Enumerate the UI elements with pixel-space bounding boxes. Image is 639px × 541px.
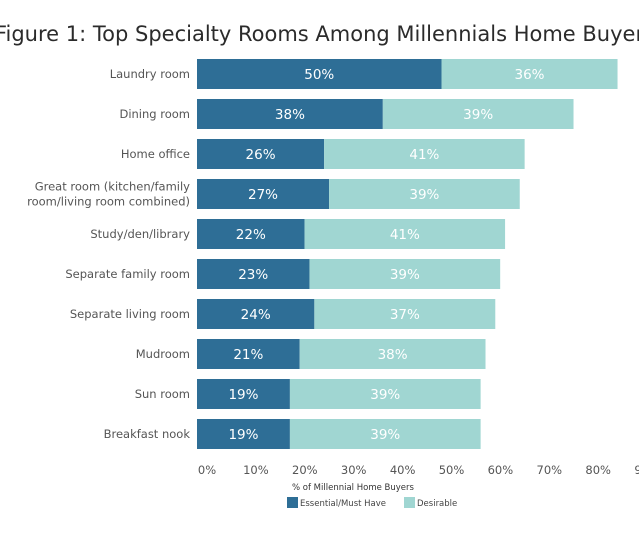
bar-data-label: 38% <box>275 107 305 123</box>
bar-data-label: 39% <box>390 267 420 283</box>
x-tick-label: 10% <box>243 463 269 477</box>
category-label: room/living room combined) <box>27 195 190 209</box>
bar-desirable <box>289 379 481 409</box>
bar-data-label: 41% <box>390 227 420 243</box>
bar-desirable <box>314 299 496 329</box>
bar-desirable <box>382 99 574 129</box>
category-label: Great room (kitchen/family <box>35 180 190 194</box>
category-label: Dining room <box>119 107 190 121</box>
x-tick-label: 40% <box>390 463 416 477</box>
bar-data-label: 23% <box>238 267 268 283</box>
bar-data-label: 38% <box>378 347 408 363</box>
bar-desirable <box>289 419 481 449</box>
bar-essential <box>197 219 305 249</box>
bar-desirable <box>304 219 506 249</box>
x-tick-label: 50% <box>439 463 465 477</box>
bar-essential <box>197 339 300 369</box>
bar-essential <box>197 299 315 329</box>
bar-desirable <box>329 179 520 209</box>
bar-data-label: 36% <box>515 67 545 83</box>
x-tick-label: 20% <box>292 463 318 477</box>
bar-essential <box>197 379 290 409</box>
bar-data-label: 22% <box>236 227 266 243</box>
category-labels: Laundry room Dining room Home office Great … <box>27 67 190 441</box>
bar-data-label: 19% <box>228 387 258 403</box>
bar-data-label: 19% <box>228 427 258 443</box>
category-label: Study/den/library <box>90 227 190 241</box>
category-label: Laundry room <box>110 67 190 81</box>
x-tick-label: 0% <box>198 463 216 477</box>
legend: Essential/Must Have Desirable <box>287 497 457 509</box>
bar-data-label: 41% <box>409 147 439 163</box>
bars-group: 50% 36% 38% 39% 26% 41% 27% 39% 22% 41% 23% 39% 24% 3… <box>197 59 618 449</box>
legend-label: Essential/Must Have <box>300 499 386 509</box>
bar-data-label: 26% <box>246 147 276 163</box>
x-tick-label: 30% <box>341 463 367 477</box>
category-label: Separate family room <box>65 267 190 281</box>
bar-desirable <box>309 259 501 289</box>
bar-essential <box>197 179 330 209</box>
bar-data-label: 39% <box>463 107 493 123</box>
x-axis-title: % of Millennial Home Buyers <box>292 483 415 493</box>
x-tick-label: 80% <box>585 463 611 477</box>
bar-data-label: 37% <box>390 307 420 323</box>
legend-swatch <box>404 497 415 508</box>
bar-data-label: 39% <box>370 427 400 443</box>
x-axis-ticks: 0% 10% 20% 30% 40% 50% 60% 70% 80% 90% <box>198 463 639 477</box>
bar-essential <box>197 419 290 449</box>
bar-data-label: 27% <box>248 187 278 203</box>
legend-label: Desirable <box>417 499 457 509</box>
category-label: Sun room <box>135 387 190 401</box>
bar-data-label: 39% <box>409 187 439 203</box>
bar-essential <box>197 59 442 89</box>
x-tick-label: 90% <box>634 463 639 477</box>
bar-essential <box>197 259 310 289</box>
category-label: Mudroom <box>136 347 190 361</box>
category-label: Separate living room <box>70 307 190 321</box>
category-label: Breakfast nook <box>104 427 191 441</box>
bar-data-label: 21% <box>233 347 263 363</box>
x-tick-label: 60% <box>488 463 514 477</box>
bar-essential <box>197 99 383 129</box>
bar-desirable <box>299 339 486 369</box>
bar-desirable <box>324 139 525 169</box>
x-tick-label: 70% <box>537 463 563 477</box>
chart-title: Figure 1: Top Specialty Rooms Among Mill… <box>0 22 639 46</box>
bar-desirable <box>441 59 618 89</box>
category-label: Home office <box>121 147 190 161</box>
legend-swatch <box>287 497 298 508</box>
bar-data-label: 24% <box>241 307 271 323</box>
bar-data-label: 39% <box>370 387 400 403</box>
bar-data-label: 50% <box>304 67 334 83</box>
bar-essential <box>197 139 325 169</box>
